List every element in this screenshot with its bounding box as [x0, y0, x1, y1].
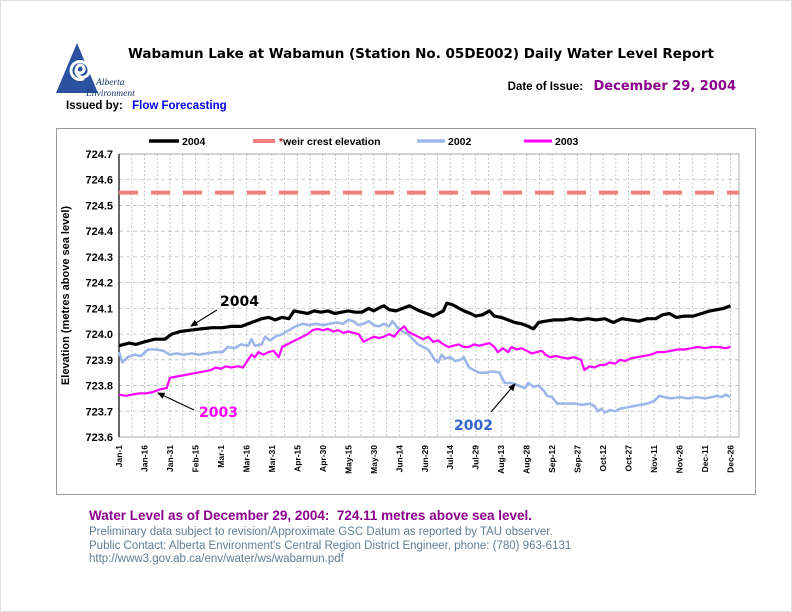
- date-of-issue-value: December 29, 2004: [593, 79, 736, 94]
- logo-text-environment: Environment: [86, 89, 135, 99]
- y-axis-title: Elevation (metres above sea level): [60, 206, 72, 385]
- y-tick-label: 723.7: [85, 406, 113, 418]
- legend-label-weir-crest-elevation: *weir crest elevation: [279, 136, 381, 148]
- x-tick-label: Jan-31: [165, 445, 175, 472]
- y-tick-label: 724.5: [85, 200, 113, 212]
- annotation-label-2003: 2003: [199, 405, 238, 421]
- x-tick-label: Dec-26: [726, 445, 736, 473]
- issued-by-value: Flow Forecasting: [132, 100, 227, 112]
- issued-by-label: Issued by:: [66, 100, 123, 112]
- logo-wordmark: Alberta Environment: [86, 78, 135, 100]
- legend-label-2003: 2003: [555, 136, 579, 148]
- water-level-chart: 724.7 724.6 724.5 724.4 724.3 724.2 724.1 724.0…: [56, 128, 756, 495]
- x-tick-label: May-15: [343, 445, 353, 474]
- x-tick-label: Oct-27: [624, 445, 634, 472]
- y-tick-label: 724.2: [85, 278, 113, 290]
- date-of-issue: Date of Issue: December 29, 2004: [508, 77, 736, 95]
- issued-by: Issued by: Flow Forecasting: [66, 100, 227, 112]
- plot-border: [118, 153, 740, 438]
- x-tick-label: May-30: [369, 445, 379, 474]
- x-tick-label: Apr-15: [292, 445, 302, 472]
- x-tick-label: Jan-1: [114, 445, 124, 467]
- x-tick-label: Feb-15: [190, 445, 200, 473]
- y-tick-label: 723.6: [85, 432, 113, 444]
- x-tick-label: Mar-16: [241, 445, 251, 473]
- y-tick-label: 724.6: [85, 175, 113, 187]
- x-tick-label: Nov-11: [649, 445, 659, 473]
- legend-label-2002: 2002: [448, 136, 472, 148]
- x-tick-label: Mar-31: [267, 445, 277, 473]
- footer: Water Level as of December 29, 2004: 724…: [89, 508, 571, 567]
- current-water-level: Water Level as of December 29, 2004: 724…: [89, 508, 533, 523]
- x-tick-label: Jun-29: [420, 445, 430, 473]
- logo-text-alberta: Alberta: [96, 78, 125, 88]
- alberta-logo-mountain-icon: [56, 43, 98, 93]
- alberta-environment-logo: Alberta Environment: [56, 43, 146, 105]
- y-tick-label: 724.1: [85, 303, 113, 315]
- annotation-arrow-2002: [490, 383, 516, 413]
- x-tick-label: Jul-14: [445, 445, 455, 470]
- x-tick-label: Sep-12: [547, 445, 557, 473]
- series-line-2004: [118, 301, 732, 348]
- x-tick-label: Jun-14: [394, 445, 404, 473]
- annotation-label-2004: 2004: [220, 294, 259, 310]
- footer-note-preliminary: Preliminary data subject to revision/App…: [89, 526, 553, 538]
- y-tick-label: 723.8: [85, 381, 113, 393]
- y-tick-label: 723.9: [85, 355, 113, 367]
- x-tick-label: Jan-16: [139, 445, 149, 472]
- chart-canvas: 724.7 724.6 724.5 724.4 724.3 724.2 724.1 724.0…: [60, 136, 740, 474]
- x-tick-label: Jul-29: [471, 445, 481, 470]
- annotation-arrow-2003: [157, 392, 195, 411]
- x-tick-label: Apr-30: [318, 445, 328, 472]
- annotation-label-2002: 2002: [454, 418, 493, 434]
- page-title: Wabamun Lake at Wabamun (Station No. 05D…: [128, 46, 714, 62]
- y-tick-label: 724.0: [85, 329, 113, 341]
- x-tick-label: Dec-11: [700, 445, 710, 473]
- x-tick-label: Oct-12: [598, 445, 608, 472]
- series-line-2003: [118, 325, 731, 397]
- legend-label-2004: 2004: [182, 136, 206, 148]
- y-tick-label: 724.3: [85, 252, 113, 264]
- x-tick-label: Aug-28: [522, 445, 532, 474]
- footer-note-contact: Public Contact: Alberta Environment's Ce…: [89, 539, 572, 552]
- footer-note-url[interactable]: http://www3.gov.ab.ca/env/water/ws/wabam…: [89, 553, 344, 565]
- date-of-issue-label: Date of Issue:: [507, 81, 584, 93]
- x-tick-label: Sep-27: [573, 445, 583, 473]
- x-tick-label: Nov-26: [675, 445, 685, 474]
- y-tick-label: 724.4: [85, 226, 113, 238]
- series-line-2002: [117, 318, 732, 414]
- x-tick-label: Mar-1: [216, 445, 226, 468]
- x-tick-label: Aug-13: [496, 445, 506, 474]
- annotation-arrow-2004: [190, 309, 218, 327]
- y-tick-label: 724.7: [85, 149, 113, 161]
